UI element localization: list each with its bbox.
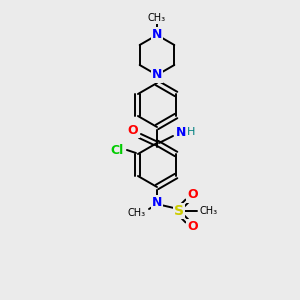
- Text: N: N: [176, 125, 186, 139]
- Text: N: N: [152, 68, 162, 82]
- Text: CH₃: CH₃: [200, 206, 218, 216]
- Text: N: N: [152, 28, 162, 41]
- Text: O: O: [128, 124, 138, 136]
- Text: O: O: [188, 220, 198, 233]
- Text: H: H: [187, 127, 195, 137]
- Text: CH₃: CH₃: [148, 13, 166, 23]
- Text: S: S: [174, 204, 184, 218]
- Text: CH₃: CH₃: [128, 208, 146, 218]
- Text: O: O: [188, 188, 198, 202]
- Text: Cl: Cl: [110, 143, 124, 157]
- Text: N: N: [152, 196, 162, 209]
